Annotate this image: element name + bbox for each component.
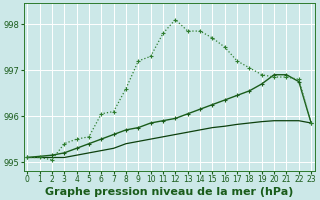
- X-axis label: Graphe pression niveau de la mer (hPa): Graphe pression niveau de la mer (hPa): [45, 187, 293, 197]
